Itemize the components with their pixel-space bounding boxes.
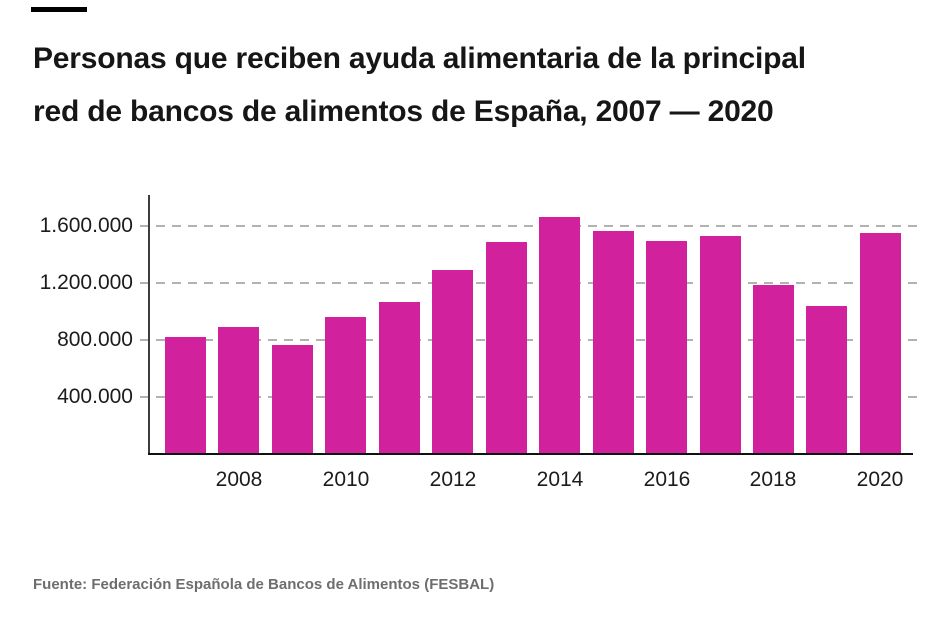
bar-2015 <box>593 231 634 454</box>
x-axis-tick-label: 2012 <box>429 468 477 491</box>
y-axis-tick-label: 1.600.000 <box>39 214 133 238</box>
x-axis-tick-label: 2014 <box>536 468 584 491</box>
y-axis-tick-label: 800.000 <box>57 328 133 352</box>
gridline-800.000 <box>140 339 918 342</box>
bar-2018 <box>753 285 794 454</box>
x-axis-tick-label: 2016 <box>643 468 691 491</box>
bar-2010 <box>325 317 366 454</box>
x-axis-tick-label: 2008 <box>215 468 263 491</box>
chart-title-line-2: red de bancos de alimentos de España, 20… <box>33 95 774 128</box>
bar-2011 <box>379 302 420 454</box>
y-axis-tick-label: 400.000 <box>57 385 133 409</box>
bar-2013 <box>486 242 527 454</box>
bar-2012 <box>432 270 473 454</box>
title-topline-dash <box>31 7 87 12</box>
bar-2008 <box>218 327 259 454</box>
gridline-1.200.000 <box>140 282 918 285</box>
y-axis-line <box>148 195 150 454</box>
chart-title-line-1: Personas que reciben ayuda alimentaria d… <box>33 42 806 75</box>
chart-title: Personas que reciben ayuda alimentaria d… <box>33 32 933 138</box>
x-axis-line <box>148 453 913 455</box>
x-axis-tick-label: 2020 <box>856 468 904 491</box>
bar-2007 <box>165 337 206 454</box>
bar-2020 <box>860 233 901 454</box>
gridline-400.000 <box>140 396 918 399</box>
bar-2019 <box>806 306 847 454</box>
bar-2009 <box>272 345 313 454</box>
bar-2017 <box>700 236 741 454</box>
x-axis-tick-label: 2010 <box>322 468 370 491</box>
x-axis-tick-label: 2018 <box>749 468 797 491</box>
y-axis-tick-label: 1.200.000 <box>39 271 133 295</box>
source-note: Fuente: Federación Española de Bancos de… <box>33 576 495 593</box>
gridline-1.600.000 <box>140 225 918 228</box>
bar-2014 <box>539 217 580 454</box>
bar-2016 <box>646 241 687 454</box>
